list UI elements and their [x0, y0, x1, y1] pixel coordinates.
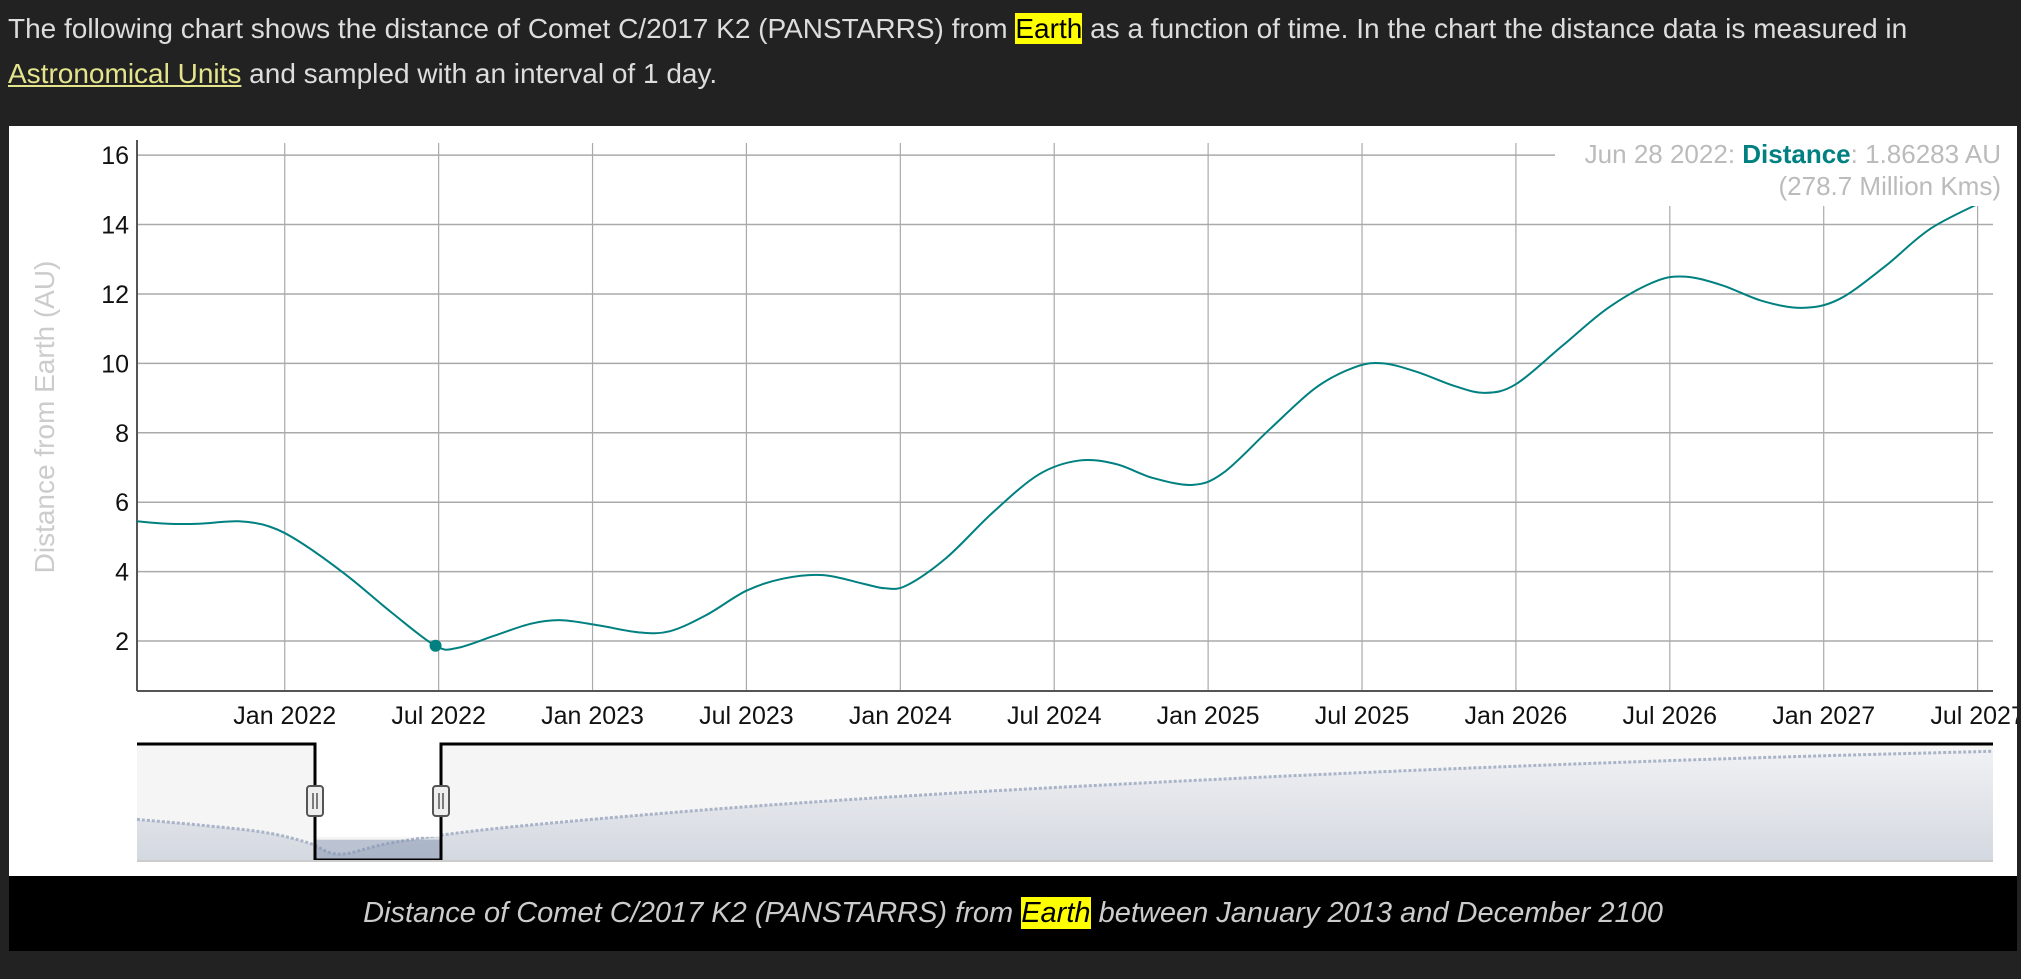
distance-chart[interactable]: 2 4 6 8 10 12 14 16 Jan 2022 Jul 2022 Jan 2023 Jul …: [9, 126, 2017, 876]
x-tick-label: Jan 2026: [1464, 702, 1567, 730]
tooltip-value: 1.86283 AU: [1865, 139, 2001, 169]
y-tick-label: 4: [115, 559, 129, 587]
navigator-window-top: [316, 744, 440, 837]
tooltip-km: (278.7 Million Kms): [1778, 171, 2001, 201]
intro-text: and sampled with an interval of 1 day.: [241, 58, 718, 89]
chart-container: 2 4 6 8 10 12 14 16 Jan 2022 Jul 2022 Jan 2023 Jul …: [9, 126, 2017, 876]
y-tick-label: 16: [101, 142, 129, 170]
tooltip-series: Distance: [1742, 139, 1851, 169]
navigator-area: [137, 751, 1993, 860]
selected-point-marker: [429, 639, 442, 652]
tooltip-date: Jun 28 2022: [1584, 139, 1728, 169]
x-tick-label: Jul 2027: [1930, 702, 2017, 730]
y-tick-label: 2: [115, 628, 129, 656]
earth-highlight: Earth: [1021, 897, 1091, 929]
y-tick-label: 14: [101, 212, 129, 240]
caption-text: Distance of Comet C/2017 K2 (PANSTARRS) …: [363, 897, 1022, 929]
intro-paragraph: The following chart shows the distance o…: [8, 6, 2008, 96]
navigator-selected-area: [315, 839, 441, 860]
y-axis-label: Distance from Earth (AU): [29, 261, 60, 574]
navigator-handle[interactable]: [306, 785, 324, 817]
astronomical-units-link[interactable]: Astronomical Units: [8, 58, 242, 89]
x-tick-label: Jan 2023: [541, 702, 644, 730]
x-tick-label: Jan 2024: [849, 702, 952, 730]
tooltip: Jun 28 2022: Distance: 1.86283 AU (278.7…: [1554, 138, 2001, 206]
navigator-line: [136, 749, 1994, 856]
x-tick-label: Jul 2023: [699, 702, 794, 730]
y-tick-label: 6: [115, 489, 129, 517]
x-tick-label: Jan 2022: [233, 702, 336, 730]
x-tick-label: Jul 2026: [1623, 702, 1718, 730]
x-tick-label: Jul 2022: [391, 702, 486, 730]
y-tick-label: 10: [101, 350, 129, 378]
caption-text: between January 2013 and December 2100: [1090, 897, 1663, 929]
x-tick-label: Jan 2027: [1772, 702, 1875, 730]
x-tick-label: Jul 2024: [1007, 702, 1102, 730]
distance-series-line: [137, 195, 1993, 651]
x-tick-label: Jan 2025: [1157, 702, 1260, 730]
navigator-handle[interactable]: [432, 785, 450, 817]
chart-caption: Distance of Comet C/2017 K2 (PANSTARRS) …: [9, 876, 2017, 951]
intro-text: as a function of time. In the chart the …: [1082, 13, 1908, 44]
earth-highlight: Earth: [1015, 13, 1083, 44]
intro-text: The following chart shows the distance o…: [8, 13, 1016, 44]
y-tick-label: 12: [101, 281, 129, 309]
x-tick-label: Jul 2025: [1315, 702, 1410, 730]
y-tick-label: 8: [115, 420, 129, 448]
